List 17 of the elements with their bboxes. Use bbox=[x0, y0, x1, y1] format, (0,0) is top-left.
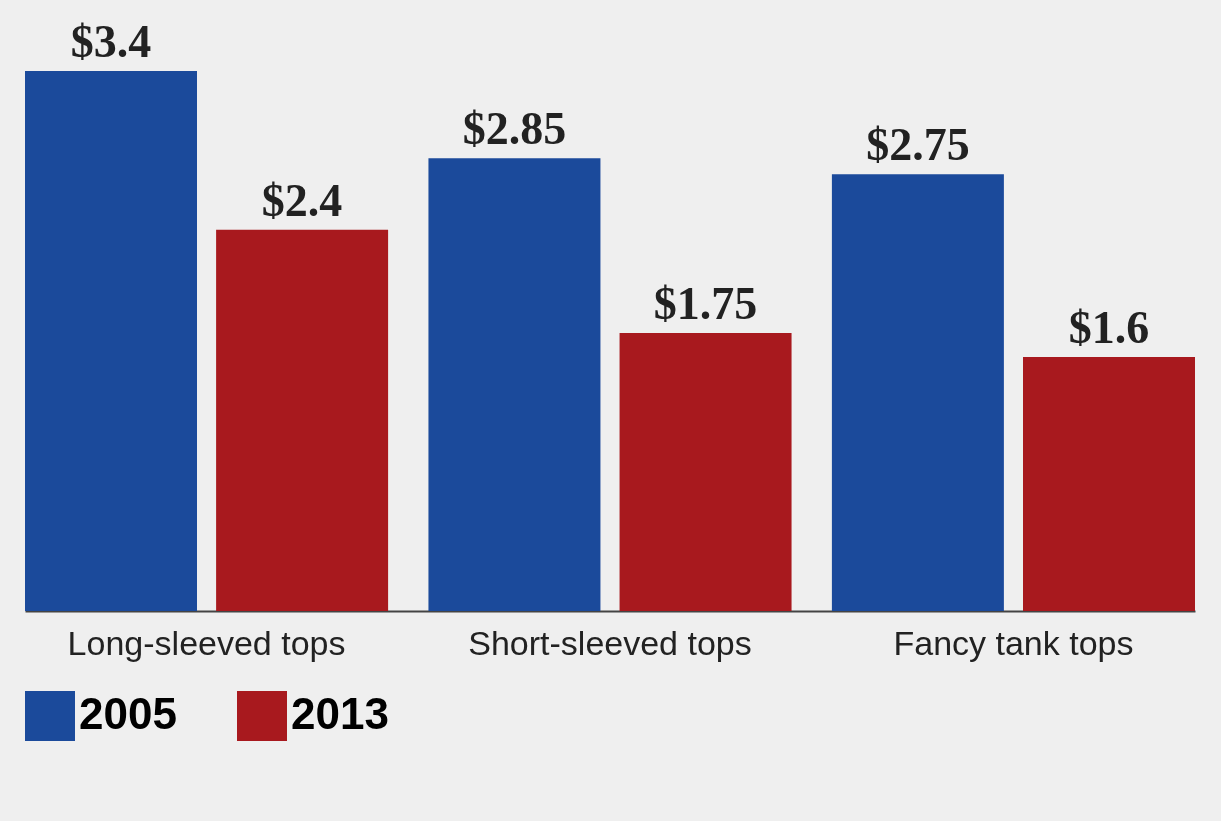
legend-label: 2005 bbox=[79, 689, 177, 738]
bar bbox=[428, 158, 601, 611]
data-label: $2.4 bbox=[261, 174, 343, 226]
legend-label: 2013 bbox=[291, 689, 389, 738]
bar bbox=[216, 229, 389, 611]
x-tick-label: Long-sleeved tops bbox=[67, 623, 346, 662]
data-label: $1.6 bbox=[1068, 301, 1150, 353]
data-label: $2.85 bbox=[462, 103, 567, 155]
bar bbox=[831, 174, 1004, 611]
data-label: $1.75 bbox=[653, 278, 758, 330]
data-label: $2.75 bbox=[866, 119, 970, 171]
bar bbox=[1023, 356, 1195, 611]
x-tick-label: Fancy tank tops bbox=[893, 623, 1134, 662]
data-label: $3.4 bbox=[70, 16, 152, 67]
bar bbox=[25, 71, 197, 611]
bar bbox=[619, 333, 792, 611]
x-tick-label: Short-sleeved tops bbox=[468, 623, 752, 662]
